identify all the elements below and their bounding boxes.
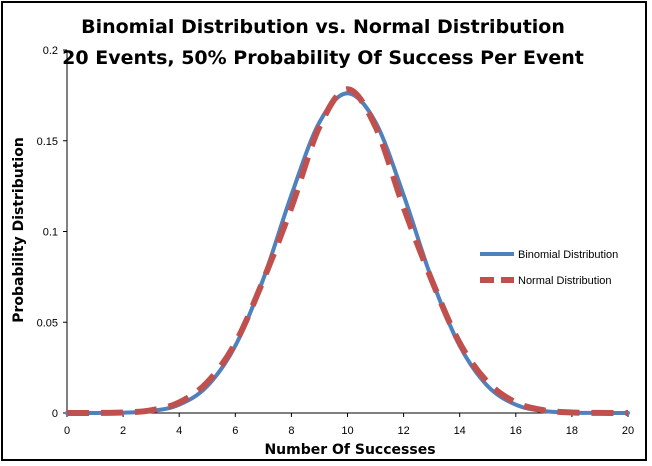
y-tick-label: 0.15 <box>37 136 58 148</box>
x-tick-label: 0 <box>64 425 70 437</box>
y-axis-ticks: 0 0.05 0.1 0.15 0.2 <box>37 45 67 420</box>
x-tick-label: 8 <box>288 425 294 437</box>
x-tick-label: 16 <box>510 425 522 437</box>
y-tick-label: 0.1 <box>43 227 58 239</box>
x-tick-label: 10 <box>341 425 353 437</box>
legend-label-binomial: Binomial Distribution <box>518 249 618 261</box>
y-tick-label: 0.2 <box>43 45 58 57</box>
x-tick-label: 14 <box>454 425 466 437</box>
legend: Binomial Distribution Normal Distribution <box>480 249 618 287</box>
y-tick-label: 0 <box>52 408 58 420</box>
x-tick-label: 6 <box>232 425 238 437</box>
legend-label-normal: Normal Distribution <box>518 275 612 287</box>
x-tick-label: 18 <box>566 425 578 437</box>
y-axis-title: Probability Distribution <box>11 137 27 323</box>
y-tick-label: 0.05 <box>37 317 58 329</box>
x-tick-label: 20 <box>622 425 634 437</box>
x-axis-ticks: 0 2 4 6 8 10 12 14 16 18 20 <box>64 413 634 437</box>
x-tick-label: 4 <box>176 425 182 437</box>
series-line-normal <box>66 86 629 416</box>
chart-subtitle: 20 Events, 50% Probability Of Success Pe… <box>62 47 584 69</box>
series-layer <box>65 86 630 416</box>
x-tick-label: 2 <box>120 425 126 437</box>
chart-frame <box>1 1 647 461</box>
x-axis-title: Number Of Successes <box>264 442 435 458</box>
chart-title: Binomial Distribution vs. Normal Distrib… <box>81 16 565 38</box>
x-tick-label: 12 <box>397 425 409 437</box>
